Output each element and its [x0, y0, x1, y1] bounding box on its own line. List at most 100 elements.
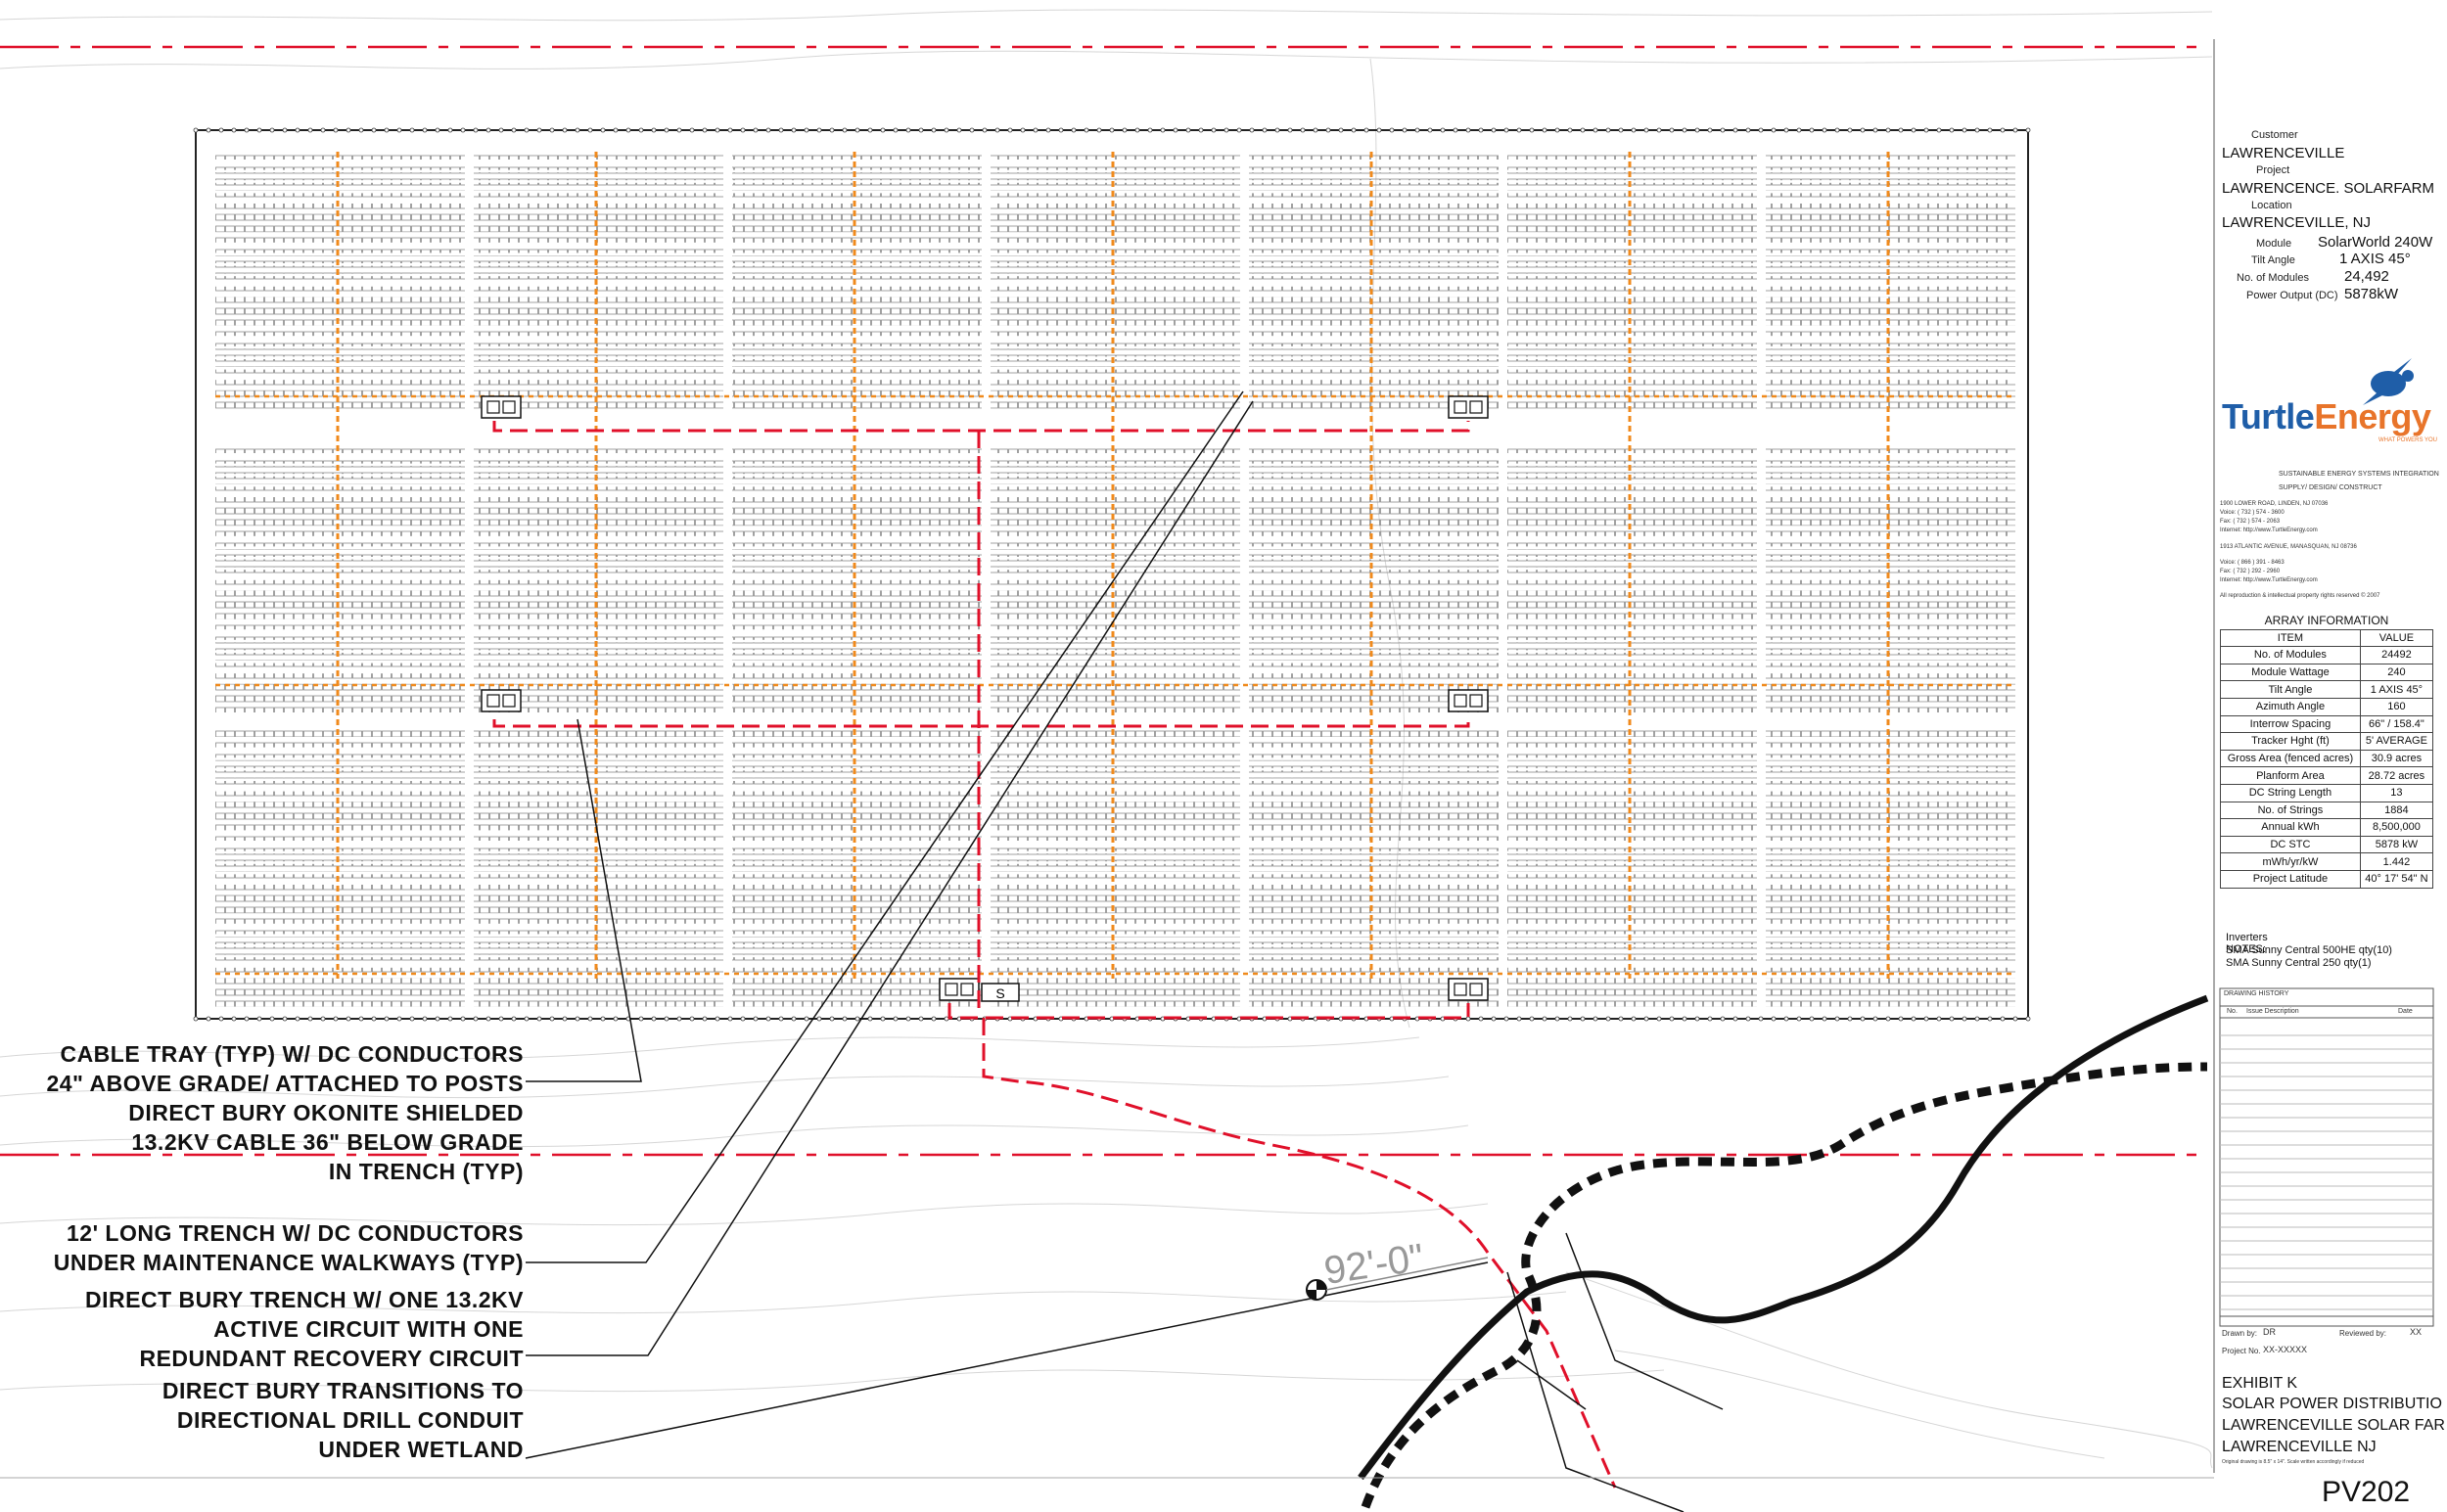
module-row	[991, 631, 1240, 640]
module-row	[474, 750, 723, 758]
fence-post	[358, 127, 364, 133]
rights-notice: All reproduction & intellectual property…	[2220, 593, 2380, 599]
module-row	[1766, 204, 2015, 211]
table-cell-value: 160	[2359, 697, 2434, 716]
module-row	[215, 642, 465, 651]
module-row	[1249, 894, 1499, 903]
module-row	[1507, 400, 1757, 409]
module-row	[1766, 946, 2015, 955]
module-row	[474, 631, 723, 640]
fence-post	[893, 1016, 899, 1022]
module-row	[215, 400, 465, 409]
callout-line: IN TRENCH (TYP)	[328, 1159, 524, 1184]
fence-post	[854, 1016, 860, 1022]
fence-post	[1580, 127, 1586, 133]
module-row	[991, 885, 1240, 893]
module-row	[1507, 957, 1757, 966]
module-row	[474, 759, 723, 768]
module-row	[1507, 673, 1757, 682]
module-row	[215, 527, 465, 536]
module-row	[732, 946, 982, 955]
module-row	[474, 389, 723, 398]
module-row	[1507, 729, 1757, 737]
fence-post	[1822, 1016, 1827, 1022]
module-row	[215, 476, 465, 484]
module-row	[474, 579, 723, 588]
fence-post	[2000, 127, 2006, 133]
module-row	[1249, 759, 1499, 768]
module-row	[215, 926, 465, 935]
module-row	[1249, 915, 1499, 924]
module-row	[215, 445, 465, 453]
module-row	[1507, 455, 1757, 464]
ac-collection-cables	[492, 421, 1617, 1489]
fence-post	[256, 1016, 262, 1022]
fence-post	[1834, 127, 1840, 133]
fence-post	[371, 1016, 377, 1022]
module-row	[474, 937, 723, 944]
fence-post	[1045, 127, 1051, 133]
module-row	[215, 559, 465, 568]
power-output-label: Power Output (DC)	[2246, 290, 2338, 301]
module-row	[991, 590, 1240, 599]
fence-post	[1593, 1016, 1598, 1022]
module-row	[1507, 967, 1757, 976]
module-row	[732, 937, 982, 944]
fence-post	[816, 1016, 822, 1022]
fence-post	[676, 127, 682, 133]
modules-count-value: 24,492	[2344, 268, 2389, 285]
fence-post	[1771, 127, 1777, 133]
module-row	[732, 988, 982, 996]
module-row	[215, 579, 465, 588]
fence-post	[256, 127, 262, 133]
fence-post	[918, 1016, 924, 1022]
module-row	[732, 476, 982, 484]
module-row	[1766, 527, 2015, 536]
module-row	[1507, 559, 1757, 568]
module-row	[215, 998, 465, 1007]
module-row	[474, 359, 723, 367]
module-row	[1507, 549, 1757, 557]
module-row	[1766, 286, 2015, 295]
module-row	[1766, 694, 2015, 703]
fence-post	[1503, 127, 1509, 133]
module-row	[991, 172, 1240, 181]
fence-post	[931, 1016, 937, 1022]
module-row	[732, 642, 982, 651]
module-row	[1766, 549, 2015, 557]
fence-post	[485, 127, 491, 133]
fence-post	[1872, 127, 1878, 133]
module-row	[1249, 885, 1499, 893]
fence-post	[206, 127, 211, 133]
module-row	[1249, 193, 1499, 202]
fence-post	[1758, 1016, 1764, 1022]
customer-label: Customer	[2251, 129, 2298, 141]
fence-post	[676, 1016, 682, 1022]
module-row	[1249, 307, 1499, 315]
fence-post	[1478, 1016, 1484, 1022]
module-row	[732, 673, 982, 682]
module-row	[474, 317, 723, 326]
module-row	[1249, 811, 1499, 820]
module-row	[732, 833, 982, 841]
fence-post	[473, 127, 479, 133]
module-row	[215, 894, 465, 903]
module-row	[1249, 642, 1499, 651]
fence-post	[575, 127, 580, 133]
module-row	[215, 802, 465, 810]
module-row	[474, 621, 723, 630]
fence-post	[1720, 127, 1726, 133]
module-row	[1249, 937, 1499, 944]
module-row	[1507, 445, 1757, 453]
table-row: Tilt Angle 1 AXIS 45°	[2220, 680, 2434, 699]
fence-post	[1936, 127, 1942, 133]
fence-post	[282, 127, 288, 133]
table-cell-item: Tilt Angle	[2220, 680, 2361, 699]
module-row	[215, 307, 465, 315]
module-row	[474, 739, 723, 748]
fence-post	[702, 1016, 708, 1022]
module-row	[1507, 369, 1757, 378]
module-row	[474, 338, 723, 346]
sheet-title-2: LAWRENCEVILLE SOLAR FAR	[2222, 1417, 2445, 1434]
fax-1: Fax: ( 732 ) 574 - 2063	[2220, 519, 2281, 525]
